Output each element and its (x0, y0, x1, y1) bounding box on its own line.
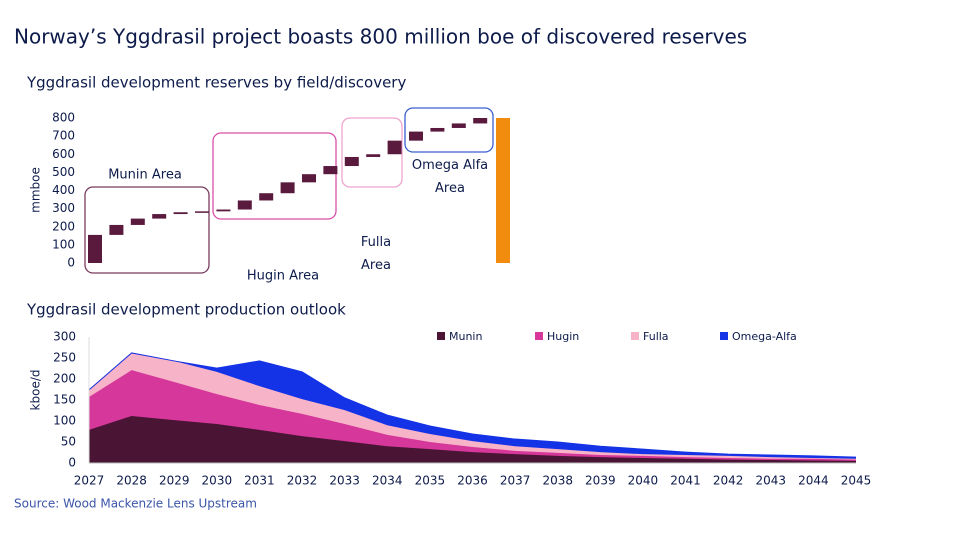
x-tick-label: 2027 (74, 474, 105, 488)
y-tick-label: 700 (52, 129, 75, 143)
y-axis-label: kboe/d (29, 370, 43, 411)
area-fill (89, 415, 856, 463)
legend-label: Omega-Alfa (732, 330, 797, 343)
x-tick-label: 2040 (628, 474, 659, 488)
x-tick-label: 2037 (500, 474, 531, 488)
waterfall-bar (130, 218, 145, 225)
y-axis-label: mmboe (29, 167, 43, 213)
group-label: Hugin Area (247, 269, 319, 284)
y-tick-label: 0 (67, 256, 75, 270)
area-fill (89, 352, 856, 459)
area-fill (89, 352, 856, 460)
legend-swatch (535, 332, 543, 340)
waterfall-bar (302, 174, 316, 183)
total-bar (496, 118, 510, 263)
y-tick-label: 500 (52, 165, 75, 179)
x-tick-label: 2029 (159, 474, 190, 488)
x-tick-label: 2036 (457, 474, 488, 488)
source: Source: Wood Mackenzie Lens Upstream (14, 497, 257, 511)
y-tick-label: 800 (52, 111, 75, 125)
x-tick-label: 2033 (329, 474, 360, 488)
x-tick-label: 2038 (542, 474, 573, 488)
waterfall-bar (344, 156, 359, 167)
x-tick-label: 2043 (756, 474, 787, 488)
waterfall-bar (109, 224, 124, 235)
legend-label: Munin (449, 330, 482, 343)
waterfall-bar (88, 234, 102, 263)
y-tick-label: 0 (68, 456, 76, 470)
x-tick-label: 2030 (202, 474, 233, 488)
group-label: Munin Area (108, 168, 182, 183)
waterfall-bar (173, 212, 188, 215)
x-tick-label: 2032 (287, 474, 318, 488)
chart-title: Yggdrasil development production outlook (26, 301, 346, 319)
legend-label: Hugin (547, 330, 579, 343)
y-tick-label: 100 (53, 414, 76, 428)
group-label: Omega Alfa Area (412, 158, 488, 196)
y-tick-label: 150 (53, 393, 76, 407)
area-line (88, 352, 857, 458)
group-box (404, 107, 494, 153)
waterfall-bar (473, 118, 488, 124)
x-tick-label: 2035 (415, 474, 446, 488)
y-tick-label: 200 (52, 219, 75, 233)
y-tick-label: 600 (52, 147, 75, 161)
waterfall-bar (451, 123, 466, 128)
group-box (341, 117, 403, 188)
legend-label: Fulla (643, 330, 669, 343)
x-tick-label: 2041 (670, 474, 701, 488)
x-tick-label: 2034 (372, 474, 403, 488)
waterfall-bar (195, 211, 209, 213)
waterfall-bar (237, 200, 252, 210)
waterfall-bar (259, 193, 274, 201)
legend-swatch (631, 332, 639, 340)
group-label: Fulla Area (361, 235, 391, 273)
waterfall-bar (366, 154, 381, 157)
waterfall-bar (152, 214, 167, 219)
legend-swatch (437, 332, 445, 340)
waterfall-bar (409, 131, 423, 141)
x-tick-label: 2039 (585, 474, 616, 488)
waterfall-bar (430, 127, 445, 132)
waterfall-bar (280, 182, 295, 194)
x-tick-label: 2028 (116, 474, 147, 488)
y-tick-label: 250 (53, 351, 76, 365)
y-tick-label: 400 (52, 183, 75, 197)
y-tick-label: 100 (52, 237, 75, 251)
area-fill (89, 370, 856, 461)
y-tick-label: 50 (61, 435, 76, 449)
chart-title: Yggdrasil development reserves by field/… (26, 74, 406, 92)
waterfall-bar (387, 140, 402, 155)
group-box (212, 132, 337, 220)
group-box (84, 186, 210, 274)
waterfall-bar (323, 166, 338, 175)
x-tick-label: 2044 (798, 474, 829, 488)
y-tick-label: 300 (52, 201, 75, 215)
y-tick-label: 200 (53, 372, 76, 386)
x-tick-label: 2045 (841, 474, 872, 488)
x-tick-label: 2031 (244, 474, 275, 488)
x-tick-label: 2042 (713, 474, 744, 488)
waterfall-bar (216, 209, 231, 212)
y-tick-label: 300 (53, 330, 76, 344)
legend-swatch (720, 332, 728, 340)
slide-title: Norway’s Yggdrasil project boasts 800 mi… (14, 25, 747, 49)
